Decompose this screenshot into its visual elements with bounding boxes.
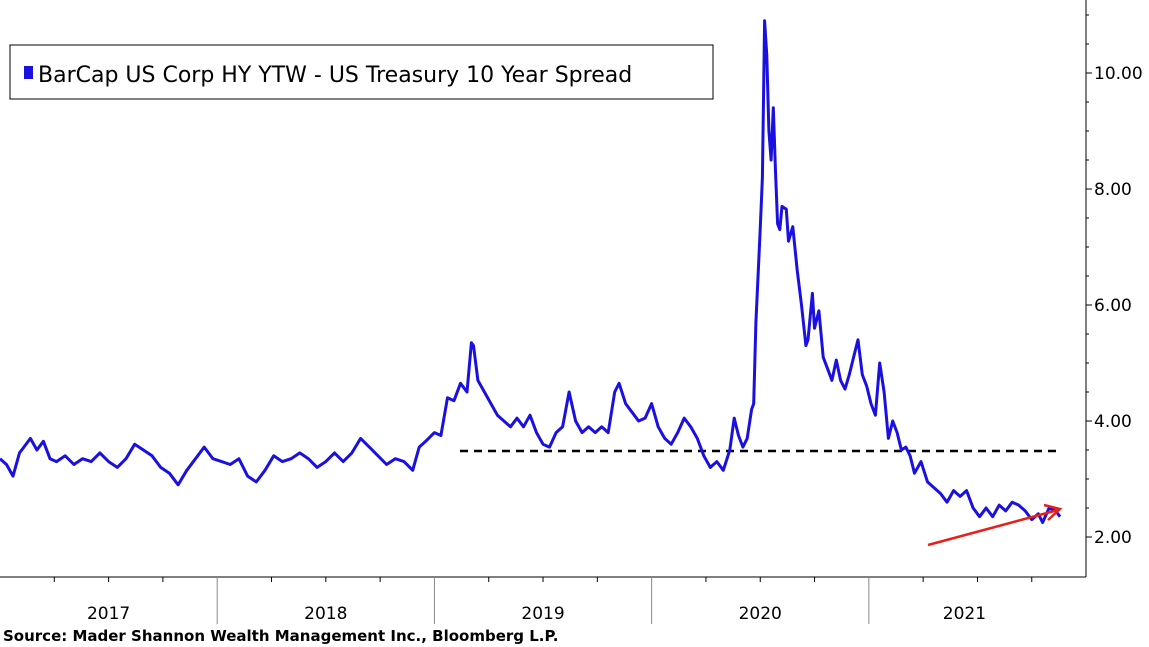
source-note: Source: Mader Shannon Wealth Management … — [3, 627, 558, 645]
legend-box — [9, 44, 714, 100]
y-tick-label: 6.00 — [1094, 296, 1132, 316]
y-tick-label: 2.00 — [1094, 528, 1132, 548]
trend-arrow — [927, 503, 1063, 547]
legend-swatch — [24, 66, 33, 79]
legend-label: BarCap US Corp HY YTW - US Treasury 10 Y… — [38, 63, 632, 88]
x-axis-ticks: 2017 2018 2019 2020 2021 — [53, 577, 1033, 624]
x-year-label: 2019 — [521, 604, 564, 624]
y-tick-label: 8.00 — [1094, 180, 1132, 200]
y-axis-ticks: 2.00 4.00 6.00 8.00 10.00 — [1086, 14, 1143, 548]
series-line-hy-spread — [0, 19, 1062, 524]
x-year-label: 2020 — [739, 604, 782, 624]
y-tick-label: 10.00 — [1094, 64, 1143, 84]
x-year-label: 2021 — [943, 604, 986, 624]
y-tick-label: 4.00 — [1094, 412, 1132, 432]
x-year-label: 2018 — [304, 604, 347, 624]
legend: BarCap US Corp HY YTW - US Treasury 10 Y… — [9, 44, 714, 100]
x-year-label: 2017 — [87, 604, 130, 624]
